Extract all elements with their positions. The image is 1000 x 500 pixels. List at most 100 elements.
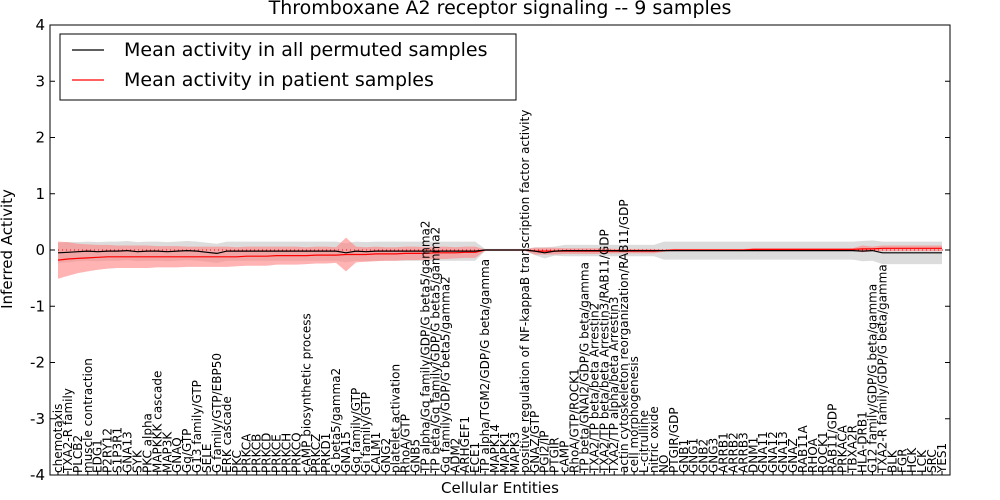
x-tick-label: GNAZ [786, 438, 800, 473]
x-tick-label: RAB11/GDP [826, 404, 840, 473]
y-tick-label: 4 [35, 16, 45, 34]
x-tick-label: GNA13 [121, 431, 135, 473]
x-tick-label: CALM1 [369, 432, 383, 473]
legend: Mean activity in all permuted samples Me… [59, 33, 517, 101]
x-tick-label: SRC [925, 449, 939, 473]
x-tick-label: ECE1 [468, 442, 482, 473]
y-tick-label: 3 [35, 72, 45, 90]
x-tick-label: RAB11A [796, 424, 810, 473]
x-tick-label: Gq family/GTP [349, 388, 363, 473]
x-tick-label: GNG1 [687, 438, 701, 473]
x-tick-label: Gi family/GTP [359, 392, 373, 473]
x-tick-label: GNB1 [677, 439, 691, 473]
x-tick-label: GNB2 [697, 439, 711, 473]
x-tick-label: TP alpha/TGM2/GDP/G beta/gamma [478, 259, 492, 474]
x-tick-label: MAP3K [160, 431, 174, 473]
x-tick-label: PRKCE [270, 434, 284, 473]
x-tick-label: DNM1 [746, 437, 760, 473]
x-tick-label: PRKCA [240, 433, 254, 473]
x-tick-label: RhoA/GTP/ROCK1 [568, 368, 582, 473]
x-tick-label: G family/GTP/EBP50 [210, 353, 224, 473]
x-tick-label: PRKCB [250, 434, 264, 473]
x-tick-label: PLCB2 [71, 435, 85, 473]
x-tick-label: PKC [230, 450, 244, 473]
series-line-permuted [57, 249, 942, 255]
x-tick-label: SELE [200, 444, 214, 473]
x-tick-label: MAPK3 [508, 432, 522, 473]
x-tick-label: cAMP biosynthetic process [299, 313, 313, 473]
x-tick-label: TP alpha/Gq family/GDP/G beta5/gamma2 [419, 220, 433, 474]
x-tick-label: ARRB3 [736, 432, 750, 473]
x-tick-label: P2RY12 [101, 428, 115, 473]
x-tick-label: ARRB1 [717, 432, 731, 473]
x-tick-label: GNA15 [339, 431, 353, 473]
x-tick-label: G12 family/GDP/G beta/gamma [866, 284, 880, 473]
x-tick-label: GNG2 [379, 438, 393, 473]
x-tick-label: cell morphogenesis [627, 356, 641, 473]
y-axis-label: Inferred Activity [0, 189, 16, 309]
x-tick-label: muscle contraction [81, 358, 95, 473]
x-tick-label: TXA2/TP beta/beta Arrestin2 [587, 303, 601, 474]
x-tick-label: TXA2/TP beta/beta Arrestin3/RAB11/GDP [597, 229, 611, 474]
x-tick-label: PTGIR [548, 437, 562, 473]
x-tick-label: TXA2-R family/GDP/G beta/gamma [875, 264, 889, 474]
x-tick-label: RHOA [806, 437, 820, 473]
x-tick-label: MAPK1 [498, 432, 512, 473]
legend-label-patient: Mean activity in patient samples [124, 69, 434, 91]
band-patient [58, 237, 942, 279]
x-tick-label: PRKACA [836, 424, 850, 473]
x-tick-label: platelet activation [389, 364, 403, 473]
x-tick-label: GNAQ [170, 437, 184, 473]
x-tick-label: Gq family/GDP/G beta5/gamma2 [438, 276, 452, 473]
x-tick-label: GNA12 [766, 431, 780, 473]
x-tick-label: HLA-DRB1 [856, 411, 870, 473]
x-tick-label: G13 family/GTP [190, 380, 204, 473]
x-tick-label: TXA2/TP alpha/beta Arrestin3 [607, 296, 621, 474]
x-tick-label: S1P3R1 [111, 427, 125, 473]
x-tick-label: ERK cascade [220, 396, 234, 473]
x-tick-label: GNAZ/GTP [528, 411, 542, 473]
legend-label-permuted: Mean activity in all permuted samples [124, 39, 487, 61]
x-tick-label: PRKCQ [289, 432, 303, 473]
x-tick-label: PRKCD [260, 433, 274, 473]
x-tick-label: HCK [905, 447, 919, 473]
x-tick-label: BLK [885, 449, 899, 473]
y-tick-label: 2 [35, 129, 45, 147]
x-tick-label: cAMP [558, 441, 572, 473]
x-tick-label: ARHGEF1 [458, 416, 472, 473]
x-tick-label: MAPK14 [488, 424, 502, 473]
x-tick-label: nitric oxide [647, 406, 661, 473]
x-tick-label: MAPKKK cascade [150, 371, 164, 473]
x-tick-label: RhoA/GTP [399, 414, 413, 473]
x-tick-label: ADM2 [448, 438, 462, 473]
y-tick-label: 0 [35, 241, 45, 259]
x-tick-label: TXA2-R family [61, 388, 75, 474]
x-tick-label: LCK [915, 449, 929, 473]
x-tick-label: ARRB2 [726, 432, 740, 473]
x-tick-label: ROCK1 [816, 431, 830, 473]
x-tick-label: PRKCZ [309, 434, 323, 473]
x-tick-label: TP beta/GNAI2/GDP/G beta/gamma [577, 262, 591, 474]
x-tick-label: chemotaxis [51, 404, 65, 473]
x-tick-label: PRKD1 [319, 433, 333, 473]
x-tick-label: GNB5 [409, 439, 423, 473]
x-tick-label: PGI2/IP [538, 430, 552, 473]
legend-box [59, 33, 517, 101]
x-tick-label: PKC alpha [140, 413, 154, 473]
x-axis-label: Cellular Entities [441, 479, 559, 497]
y-tick-label: 1 [35, 185, 45, 203]
x-tick-label: TP beta/Gq family/GDP/G beta5/gamma2 [428, 227, 442, 474]
chart-title: Thromboxane A2 receptor signaling -- 9 s… [268, 0, 732, 19]
x-tick-label: GNA13 [776, 431, 790, 473]
y-tick-label: -2 [30, 354, 45, 372]
x-tick-label: NO [657, 455, 671, 473]
y-tick-label: -4 [30, 466, 45, 484]
y-tick-label: -3 [30, 410, 45, 428]
x-tick-label: GNG3 [707, 438, 721, 473]
x-tick-label: actin cytoskeleton reorganization/RAB11/… [617, 199, 631, 473]
x-tick-label: PTGIR/GDP [667, 407, 681, 473]
x-tick-label: positive regulation of NF-kappaB transcr… [518, 110, 532, 473]
x-tick-label: G beta5/gamma2 [329, 368, 343, 473]
x-tick-label: SYK [131, 449, 145, 473]
